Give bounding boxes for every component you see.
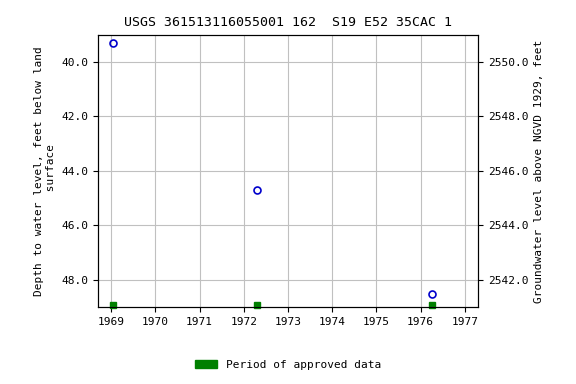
Legend: Period of approved data: Period of approved data xyxy=(191,356,385,375)
Title: USGS 361513116055001 162  S19 E52 35CAC 1: USGS 361513116055001 162 S19 E52 35CAC 1 xyxy=(124,16,452,29)
Y-axis label: Groundwater level above NGVD 1929, feet: Groundwater level above NGVD 1929, feet xyxy=(534,39,544,303)
Y-axis label: Depth to water level, feet below land
 surface: Depth to water level, feet below land su… xyxy=(34,46,56,296)
